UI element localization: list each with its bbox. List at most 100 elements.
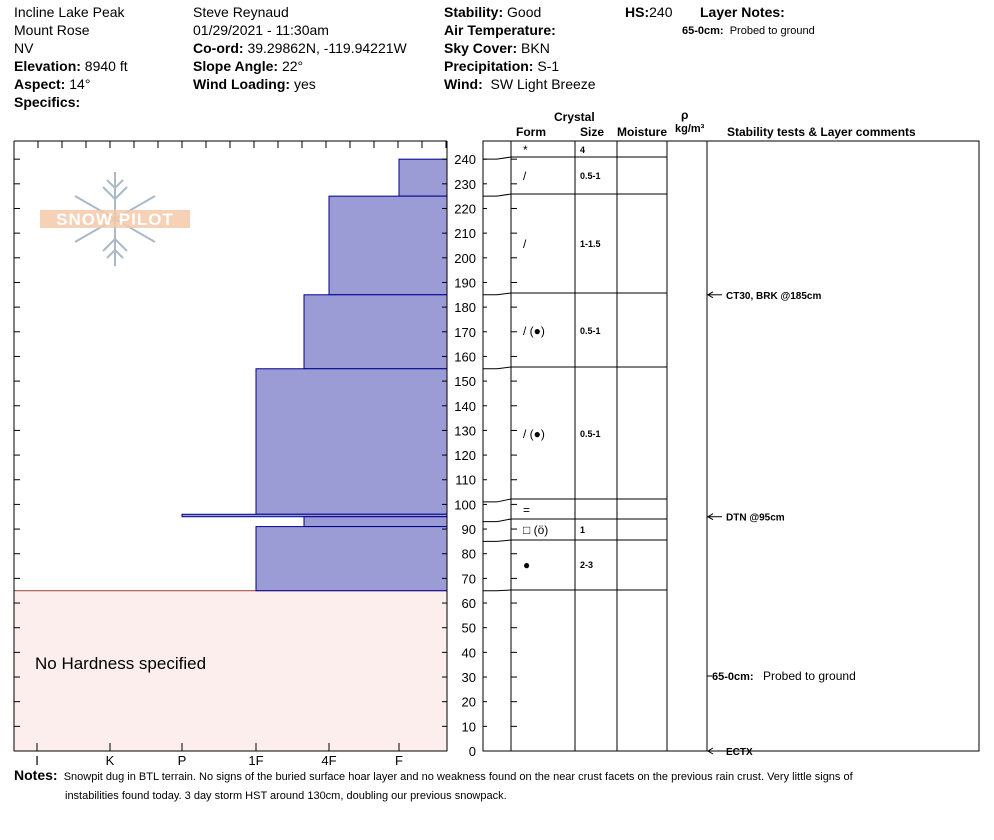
- coord-label: Co-ord:: [193, 40, 244, 56]
- datetime: 01/29/2021 - 11:30am: [193, 22, 329, 38]
- density-unit-header: kg/m³: [675, 123, 705, 135]
- form-header: Form: [516, 125, 546, 139]
- stability-value: Good: [507, 4, 542, 20]
- grain-form: □ (ö): [523, 523, 548, 537]
- layer-connector: [483, 366, 512, 370]
- grain-size: 4: [580, 145, 585, 155]
- layer-connector: [483, 589, 512, 592]
- stability-header: Stability tests & Layer comments: [727, 125, 916, 139]
- depth-tick-label: 30: [462, 670, 476, 685]
- air-temp-label: Air Temperature:: [444, 22, 556, 38]
- snowpilot-logo: SNOW PILOT: [40, 172, 190, 266]
- depth-tick-label: 240: [454, 152, 476, 167]
- layer-notes-label: Layer Notes:: [700, 4, 785, 20]
- notes: Notes: Snowpit dug in BTL terrain. No si…: [14, 766, 974, 806]
- depth-tick-label: 100: [454, 497, 476, 512]
- precip-label: Precipitation:: [444, 58, 534, 74]
- layer-note-range: 65-0cm:: [682, 25, 724, 37]
- depth-tick-label: 110: [455, 473, 476, 488]
- hardness-bar: [255, 526, 448, 592]
- sky-value: BKN: [521, 40, 550, 56]
- observer: Steve Reynaud: [193, 4, 289, 20]
- crystal-header: Crystal: [554, 110, 595, 124]
- grain-form: / (●): [523, 427, 545, 441]
- wind-loading-row: Wind Loading: yes: [193, 75, 316, 93]
- depth-tick-label: 130: [454, 423, 476, 438]
- test-arrow: [707, 291, 714, 299]
- hardness-bars: [181, 158, 448, 592]
- depth-tick-label: 210: [454, 226, 476, 241]
- sky-row: Sky Cover: BKN: [444, 39, 550, 57]
- coord-row: Co-ord: 39.29862N, -119.94221W: [193, 39, 407, 57]
- layer-profile-table: * 4 / 0.5-1 / 1-1.5 / (●) 0.5-1 / (●) 0.5-1 = □ (ö)…: [482, 140, 980, 752]
- stability-tests: CT30, BRK @185cm DTN @95cm ECTX 65-0cm: Prob…: [707, 291, 856, 758]
- grain-form: /: [523, 237, 527, 251]
- hs-value: 240: [649, 4, 673, 20]
- wind-value: SW Light Breeze: [490, 76, 596, 92]
- depth-tick-label: 150: [454, 374, 476, 389]
- grain-size: 1: [580, 525, 585, 535]
- grain-form: /: [523, 169, 527, 183]
- wind-loading-label: Wind Loading:: [193, 76, 291, 92]
- depth-tick-label: 180: [454, 300, 476, 315]
- no-hardness-label: No Hardness specified: [35, 654, 206, 673]
- layer-connector: [483, 193, 512, 197]
- grain-size: 1-1.5: [580, 239, 601, 249]
- aspect-row: Aspect: 14°: [14, 75, 90, 93]
- aspect-value: 14°: [69, 76, 91, 92]
- depth-tick-label: 40: [462, 645, 476, 660]
- notes-line-1: Snowpit dug in BTL terrain. No signs of …: [63, 771, 853, 783]
- stability-label: Stability:: [444, 4, 504, 20]
- location: Incline Lake Peak: [14, 4, 125, 20]
- grain-form: *: [523, 143, 528, 157]
- elevation-label: Elevation:: [14, 58, 81, 74]
- wind-loading-value: yes: [293, 76, 316, 92]
- depth-tick-label: 200: [454, 251, 476, 266]
- depth-tick-label: 70: [462, 571, 476, 586]
- depth-tick-label: 50: [462, 621, 476, 636]
- slope-label: Slope Angle:: [193, 58, 279, 74]
- hardness-tick-label: P: [178, 753, 187, 768]
- hardness-bar: [303, 294, 448, 370]
- depth-axis: 0 10 20 30 40 50 60 70 80 90 100 110 120 130 140 150 160…: [442, 152, 476, 759]
- grain-size: 0.5-1: [580, 429, 601, 439]
- depth-tick-label: 170: [454, 325, 476, 340]
- grain-form: =: [523, 503, 530, 517]
- rho-header: ρ: [681, 108, 689, 122]
- hardness-bar: [328, 195, 448, 296]
- air-temp-row: Air Temperature:: [444, 21, 556, 39]
- profile-frame: [482, 140, 980, 752]
- logo-text: SNOW PILOT: [56, 210, 174, 229]
- stability-test-label: CT30, BRK @185cm: [726, 291, 821, 302]
- test-arrow: [707, 747, 714, 755]
- precip-row: Precipitation: S-1: [444, 57, 559, 75]
- mountain-range: Mount Rose: [14, 22, 90, 38]
- hs-label: HS:: [625, 4, 650, 20]
- state: NV: [14, 40, 34, 56]
- notes-label: Notes:: [14, 767, 58, 783]
- logo-band: [40, 210, 190, 228]
- slope-row: Slope Angle: 22°: [193, 57, 303, 75]
- stability-test-label: DTN @95cm: [726, 513, 785, 524]
- moisture-header: Moisture: [617, 125, 668, 139]
- grain-size: 0.5-1: [580, 171, 601, 181]
- grain-form: ●: [523, 558, 530, 572]
- hardness-axis: I K P 1F 4F F: [35, 743, 403, 768]
- test-arrow: [707, 513, 714, 521]
- depth-tick-label: 160: [454, 349, 476, 364]
- hardness-tick-label: I: [35, 753, 39, 768]
- depth-tick-label: 220: [454, 201, 476, 216]
- layer-connector: [483, 292, 512, 296]
- elevation-row: Elevation: 8940 ft: [14, 57, 128, 75]
- notes-line-2: instabilities found today. 3 day storm H…: [65, 790, 507, 802]
- layer-comment-range: 65-0cm:: [712, 671, 754, 683]
- grain-form: / (●): [523, 324, 545, 338]
- size-header: Size: [580, 125, 605, 139]
- precip-value: S-1: [537, 58, 560, 74]
- hardness-plot-frame: [13, 140, 448, 752]
- layer-connector: [483, 498, 512, 503]
- depth-tick-label: 190: [454, 275, 476, 290]
- depth-tick-label: 80: [462, 547, 476, 562]
- no-hardness-area: [13, 590, 448, 752]
